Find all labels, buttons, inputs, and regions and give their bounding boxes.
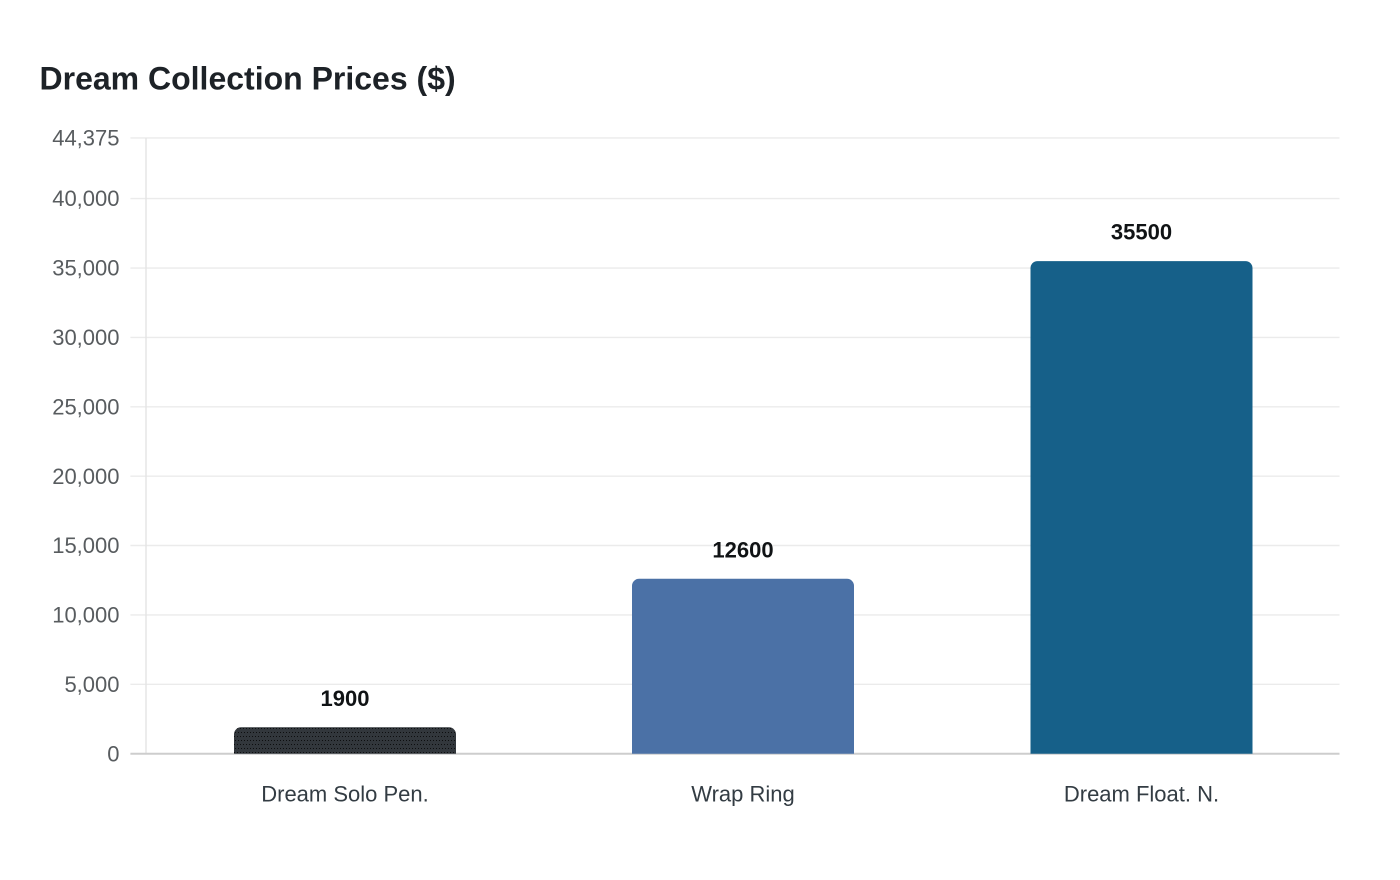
svg-text:35,000: 35,000 <box>52 256 119 281</box>
svg-text:25,000: 25,000 <box>52 394 119 419</box>
svg-text:Dream Solo Pen.: Dream Solo Pen. <box>261 782 429 807</box>
svg-text:Dream Collection Prices ($): Dream Collection Prices ($) <box>40 61 456 97</box>
svg-text:12600: 12600 <box>712 537 773 562</box>
svg-text:20,000: 20,000 <box>52 464 119 489</box>
svg-text:15,000: 15,000 <box>52 533 119 558</box>
svg-text:30,000: 30,000 <box>52 325 119 350</box>
svg-text:10,000: 10,000 <box>52 603 119 628</box>
svg-text:40,000: 40,000 <box>52 186 119 211</box>
svg-text:1900: 1900 <box>321 686 370 711</box>
svg-text:Dream Float. N.: Dream Float. N. <box>1064 782 1219 807</box>
svg-text:Wrap Ring: Wrap Ring <box>691 782 795 807</box>
svg-text:44,375: 44,375 <box>52 126 119 151</box>
svg-text:35500: 35500 <box>1111 220 1172 245</box>
svg-text:0: 0 <box>107 741 119 766</box>
svg-text:5,000: 5,000 <box>64 672 119 697</box>
